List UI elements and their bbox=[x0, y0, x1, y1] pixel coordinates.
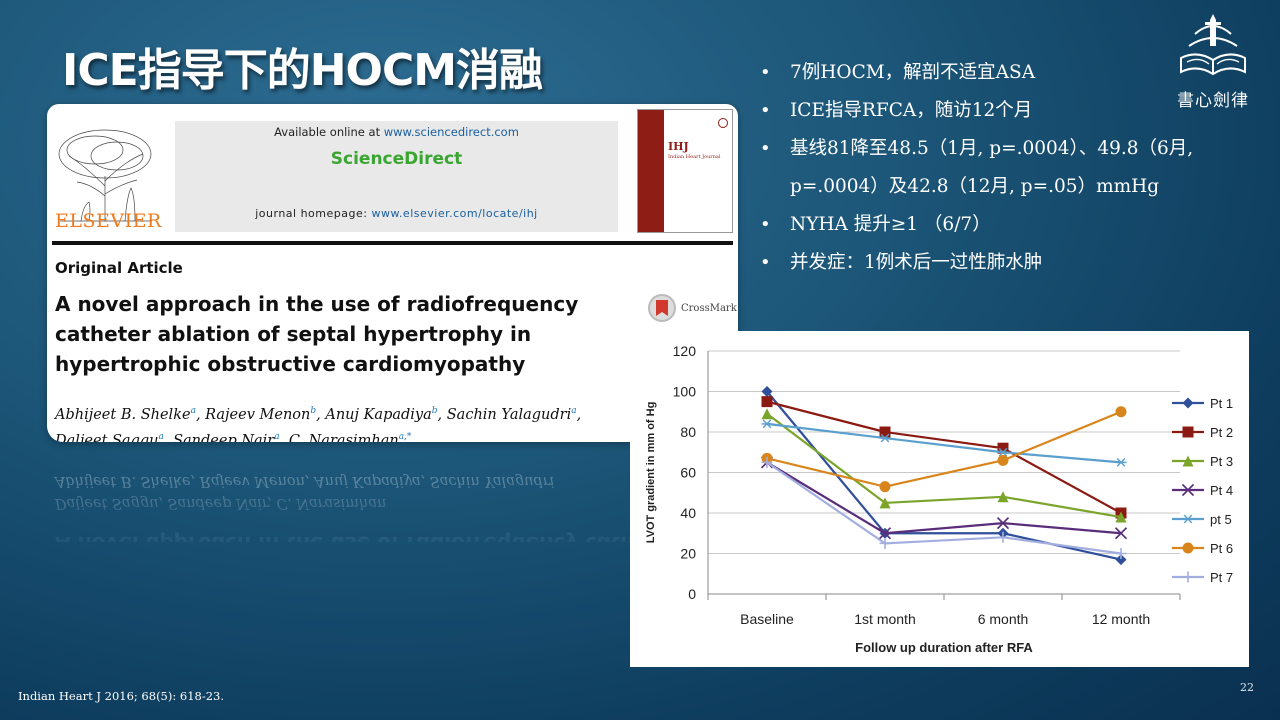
data-point bbox=[1182, 455, 1194, 467]
x-axis-title: Follow up duration after RFA bbox=[855, 640, 1033, 655]
series-line bbox=[766, 422, 1122, 464]
lvot-gradient-chart: 0 20 40 60 80 100 120 Baseline 1st month 6 month 1… bbox=[630, 331, 1249, 667]
publisher-name: ELSEVIER bbox=[55, 210, 162, 232]
series-line bbox=[766, 412, 1122, 519]
data-point bbox=[997, 491, 1009, 503]
series-line bbox=[766, 390, 1122, 561]
journal-name: Indian Heart Journal bbox=[668, 154, 721, 160]
bullet-item-continued: p=.0004）及42.8（12月, p=.05）mmHg bbox=[790, 176, 1160, 197]
data-point bbox=[997, 447, 1009, 457]
author-list: Abhijeet B. Shelkea, Rajeev Menonb, Anuj… bbox=[55, 400, 735, 442]
data-point bbox=[879, 497, 891, 509]
data-point bbox=[761, 396, 773, 408]
data-point bbox=[1114, 527, 1128, 540]
author: Daljeet Saggua, bbox=[55, 431, 174, 442]
sciencedirect-brand: ScienceDirect bbox=[330, 149, 463, 169]
journal-abbr: IHJ bbox=[668, 140, 689, 153]
journal-homepage: journal homepage: www.elsevier.com/locat… bbox=[255, 207, 538, 220]
data-point bbox=[1182, 514, 1194, 524]
author: Anuj Kapadiyab, bbox=[325, 406, 447, 423]
data-point bbox=[879, 481, 891, 493]
crossmark-icon bbox=[648, 294, 676, 322]
bullet-item: NYHA 提升≥1 （6/7） bbox=[760, 206, 1250, 244]
data-point bbox=[879, 537, 891, 549]
data-point bbox=[997, 442, 1009, 454]
legend-label: Pt 7 bbox=[1210, 570, 1233, 585]
summary-bullets: 7例HOCM，解剖不适宜ASA ICE指导RFCA，随访12个月 基线81降至4… bbox=[760, 54, 1250, 282]
data-point bbox=[761, 456, 773, 468]
legend-label: Pt 4 bbox=[1210, 483, 1233, 498]
data-point bbox=[1182, 542, 1194, 554]
author: Rajeev Menonb, bbox=[205, 406, 326, 423]
crossmark-badge[interactable]: CrossMark bbox=[647, 293, 737, 323]
data-point bbox=[1115, 548, 1127, 559]
data-point bbox=[997, 531, 1009, 543]
sciencedirect-banner: Available online at www.sciencedirect.co… bbox=[175, 121, 618, 232]
series-line bbox=[766, 410, 1122, 488]
available-online: Available online at www.sciencedirect.co… bbox=[274, 125, 519, 139]
crossmark-label: CrossMark bbox=[681, 302, 737, 314]
legend-label: Pt 1 bbox=[1210, 396, 1233, 411]
bullet-item: 7例HOCM，解剖不适宜ASA bbox=[760, 54, 1250, 92]
elsevier-tree-icon bbox=[58, 129, 152, 222]
data-point bbox=[1182, 397, 1194, 409]
data-point bbox=[1181, 483, 1195, 497]
citation: Indian Heart J 2016; 68(5): 618-23. bbox=[18, 689, 225, 703]
article-title: A novel approach in the use of radiofreq… bbox=[55, 292, 579, 376]
article-section: Original Article bbox=[55, 259, 183, 277]
bullet-item: 基线81降至48.5（1月, p=.0004）、49.8（6月, bbox=[760, 130, 1250, 168]
legend-label: Pt 6 bbox=[1210, 541, 1233, 556]
data-point bbox=[761, 419, 773, 429]
x-tick-label: 1st month bbox=[854, 611, 915, 627]
data-point bbox=[1115, 511, 1127, 523]
y-tick-label: 0 bbox=[688, 586, 696, 602]
data-point bbox=[879, 433, 891, 443]
data-point bbox=[1182, 426, 1194, 438]
data-point bbox=[879, 426, 891, 438]
data-point bbox=[996, 517, 1010, 530]
page-number: 22 bbox=[1240, 681, 1254, 694]
chart-svg: 0 20 40 60 80 100 120 Baseline 1st month 6 month 1… bbox=[645, 343, 1233, 655]
series-line bbox=[766, 461, 1122, 555]
bullet-item: 并发症：1例术后一过性肺水肿 bbox=[760, 244, 1250, 282]
series-line bbox=[766, 461, 1122, 535]
data-point bbox=[1115, 406, 1127, 418]
author: Abhijeet B. Shelkea, bbox=[55, 406, 206, 423]
x-tick-label: 6 month bbox=[978, 611, 1029, 627]
y-tick-label: 20 bbox=[680, 546, 696, 562]
legend-label: Pt 3 bbox=[1210, 454, 1233, 469]
journal-seal-icon bbox=[718, 118, 728, 128]
author: C. Narasimhana,* bbox=[288, 431, 412, 442]
article-header-image: ELSEVIER Available online at www.science… bbox=[47, 104, 738, 442]
data-point bbox=[1115, 458, 1127, 467]
data-point bbox=[997, 454, 1009, 466]
x-tick-label: Baseline bbox=[740, 611, 794, 627]
journal-homepage-link[interactable]: www.elsevier.com/locate/ihj bbox=[371, 207, 538, 220]
y-tick-label: 60 bbox=[680, 465, 696, 481]
y-tick-label: 80 bbox=[680, 424, 696, 440]
bullet-item: ICE指导RFCA，随访12个月 bbox=[760, 92, 1250, 130]
author: Sachin Yalagudria, bbox=[446, 406, 582, 423]
x-tick-label: 12 month bbox=[1092, 611, 1150, 627]
data-point bbox=[1182, 571, 1194, 583]
series-line bbox=[766, 400, 1122, 514]
header-divider bbox=[52, 241, 733, 245]
slide-title: ICE指导下的HOCM消融 bbox=[62, 45, 543, 96]
data-point bbox=[878, 527, 892, 540]
journal-cover: IHJ Indian Heart Journal bbox=[637, 109, 733, 233]
sciencedirect-link[interactable]: www.sciencedirect.com bbox=[383, 125, 519, 139]
y-tick-label: 40 bbox=[680, 505, 696, 521]
legend-label: Pt 2 bbox=[1210, 425, 1233, 440]
legend-label: pt 5 bbox=[1210, 512, 1232, 527]
y-axis-title: LVOT gradient in mm of Hg bbox=[645, 402, 657, 544]
data-point bbox=[1115, 554, 1127, 566]
y-tick-label: 100 bbox=[673, 384, 697, 400]
data-point bbox=[761, 408, 773, 420]
y-tick-label: 120 bbox=[673, 343, 697, 359]
author: Sandeep Naira, bbox=[173, 431, 289, 442]
data-point bbox=[761, 386, 773, 397]
